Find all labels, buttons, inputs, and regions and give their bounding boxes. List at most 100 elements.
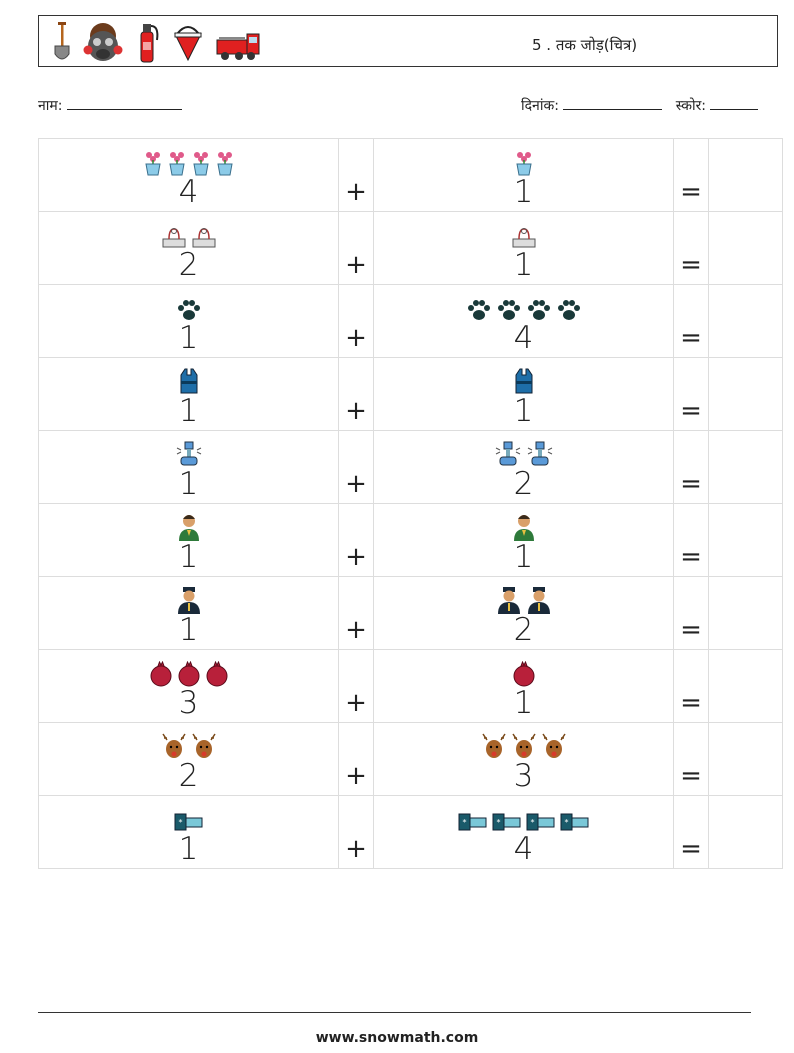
picture-group (39, 365, 338, 395)
picture-group (374, 730, 673, 760)
addend-cell: 4 (373, 284, 674, 358)
pomegranate-icon (177, 661, 201, 687)
pomegranate-icon (512, 661, 536, 687)
equals-cell: = (673, 357, 709, 431)
flower-pot-icon (191, 150, 211, 176)
footer-divider (38, 1012, 751, 1013)
plus-cell: + (338, 430, 374, 504)
problem-table: 4 +1 = 2 +1 = 1 +4 = 1 +1 = 1 +2 = 1 +1 = 1 +2 = 3 +1 = 2 +3 = * 1 + *… (38, 138, 783, 869)
robot-icon (526, 440, 554, 468)
addend-cell: 1 (373, 138, 674, 212)
police-officer-icon (526, 586, 552, 614)
paw-icon (496, 298, 522, 322)
worksheet-title: 5 . तक जोड़(चित्र) (532, 36, 638, 54)
addend-cell: * * * * 4 (373, 795, 674, 869)
svg-text:*: * (496, 818, 500, 827)
battery-icon: * (492, 811, 522, 833)
picture-group (39, 584, 338, 614)
answer-cell[interactable] (708, 211, 783, 285)
boy-icon (511, 513, 537, 541)
addend-number: 1 (178, 466, 199, 502)
answer-cell[interactable] (708, 357, 783, 431)
addend-number: 1 (513, 685, 534, 721)
score-label: स्कोर: (675, 98, 707, 114)
plus-cell: + (338, 576, 374, 650)
addend-number: 2 (513, 612, 534, 648)
addend-cell: 1 (38, 576, 339, 650)
problem-row: 3 +1 = (38, 649, 783, 723)
picture-group (39, 146, 338, 176)
addend-number: 1 (178, 320, 199, 356)
problem-row: 1 +1 = (38, 503, 783, 577)
addend-cell: 4 (38, 138, 339, 212)
paw-icon (466, 298, 492, 322)
scale-icon (161, 225, 187, 249)
answer-cell[interactable] (708, 722, 783, 796)
addend-number: 2 (178, 758, 199, 794)
problem-row: * 1 + * * * * 4 = (38, 795, 783, 869)
name-blank[interactable] (66, 97, 182, 110)
problem-row: 2 +3 = (38, 722, 783, 796)
problem-row: 1 +1 = (38, 357, 783, 431)
equals-cell: = (673, 649, 709, 723)
addend-number: 3 (178, 685, 199, 721)
date-label: दिनांक: (521, 98, 559, 114)
addend-number: 1 (178, 539, 199, 575)
equals-sign: = (680, 177, 702, 207)
score-blank[interactable] (710, 97, 759, 110)
answer-cell[interactable] (708, 649, 783, 723)
plus-sign: + (345, 834, 367, 864)
answer-cell[interactable] (708, 795, 783, 869)
battery-icon: * (560, 811, 590, 833)
answer-cell[interactable] (708, 284, 783, 358)
addend-number: 2 (178, 247, 199, 283)
answer-cell[interactable] (708, 576, 783, 650)
flower-pot-icon (215, 150, 235, 176)
paw-icon (556, 298, 582, 322)
equals-sign: = (680, 396, 702, 426)
robot-icon (175, 440, 203, 468)
addend-number: 2 (513, 466, 534, 502)
picture-group (374, 584, 673, 614)
equals-sign: = (680, 323, 702, 353)
answer-cell[interactable] (708, 138, 783, 212)
picture-group (39, 219, 338, 249)
equals-cell: = (673, 576, 709, 650)
addend-number: 4 (513, 320, 534, 356)
battery-icon: * (458, 811, 488, 833)
addend-number: 1 (178, 393, 199, 429)
equals-cell: = (673, 211, 709, 285)
date-blank[interactable] (563, 97, 663, 110)
police-officer-icon (496, 586, 522, 614)
plus-sign: + (345, 323, 367, 353)
answer-cell[interactable] (708, 430, 783, 504)
battery-icon: * (526, 811, 556, 833)
addend-cell: 1 (38, 357, 339, 431)
plus-cell: + (338, 503, 374, 577)
robot-icon (494, 440, 522, 468)
equals-sign: = (680, 688, 702, 718)
reindeer-icon (481, 732, 507, 760)
addend-cell: * 1 (38, 795, 339, 869)
police-officer-icon (176, 586, 202, 614)
vest-icon (513, 367, 535, 395)
equals-cell: = (673, 722, 709, 796)
svg-text:*: * (178, 818, 182, 827)
vest-icon (178, 367, 200, 395)
equals-cell: = (673, 795, 709, 869)
equals-sign: = (680, 615, 702, 645)
addend-cell: 1 (38, 503, 339, 577)
answer-cell[interactable] (708, 503, 783, 577)
picture-group (374, 438, 673, 468)
addend-cell: 1 (373, 357, 674, 431)
addend-cell: 1 (373, 649, 674, 723)
gas-mask-icon (83, 20, 123, 64)
picture-group (374, 292, 673, 322)
equals-sign: = (680, 761, 702, 791)
svg-text:*: * (530, 818, 534, 827)
addend-number: 4 (178, 174, 199, 210)
equals-cell: = (673, 430, 709, 504)
scale-icon (191, 225, 217, 249)
addend-number: 3 (513, 758, 534, 794)
plus-cell: + (338, 795, 374, 869)
